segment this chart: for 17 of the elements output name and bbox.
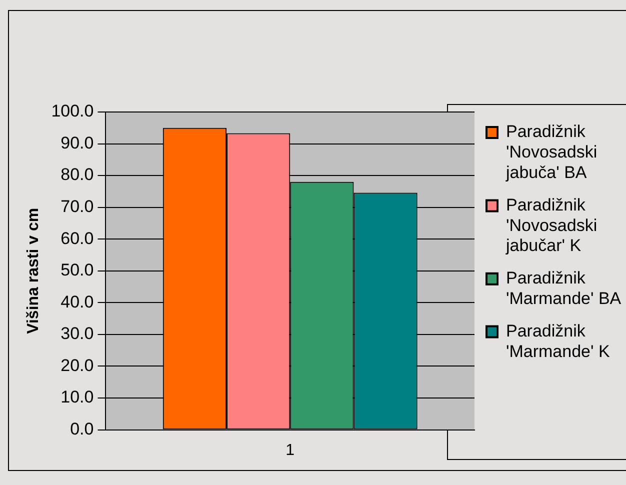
y-tick-label: 10.0 xyxy=(60,388,94,407)
y-tick-label: 50.0 xyxy=(60,260,94,280)
y-tick-label: 80.0 xyxy=(60,165,94,184)
y-tick-label: 100.0 xyxy=(51,102,94,121)
y-tick-label: 40.0 xyxy=(60,292,94,312)
legend-label: Paradižnik 'Novosadski jabučar' K xyxy=(505,195,598,256)
legend-label: Paradižnik 'Marmande' BA xyxy=(506,268,622,308)
y-tick-label: 60.0 xyxy=(60,228,94,248)
y-tick-label: 90.0 xyxy=(60,133,94,152)
y-tick-label: 70.0 xyxy=(60,197,94,216)
y-tick-label: 30.0 xyxy=(60,324,94,344)
legend-label: Paradižnik 'Novosadski jabuča' BA xyxy=(505,122,598,182)
y-tick-label: 20.0 xyxy=(60,356,94,375)
y-axis-title: Višina rasti v cm xyxy=(25,208,42,334)
legend-label: Paradižnik 'Marmande' K xyxy=(506,321,610,361)
x-tick-label: 1 xyxy=(286,442,295,459)
y-tick-label: 0.0 xyxy=(70,419,94,438)
